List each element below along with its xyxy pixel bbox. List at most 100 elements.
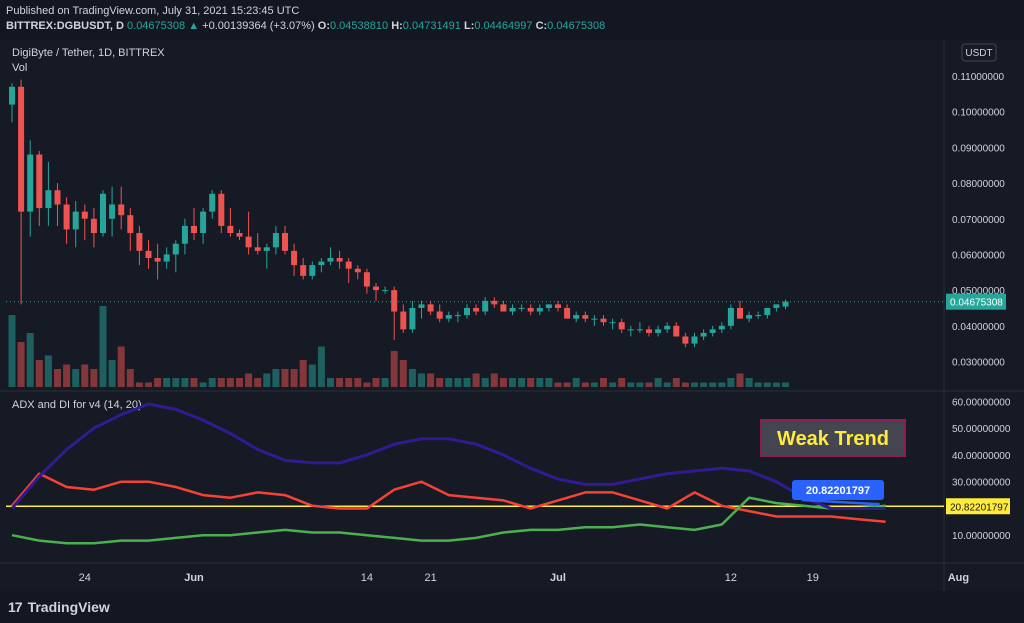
candle-body (664, 325, 671, 330)
change-value: +0.00139364 (+3.07%) (202, 20, 315, 32)
candle-body (409, 307, 416, 330)
volume-bar (782, 382, 789, 387)
candle-body (436, 311, 443, 319)
candle-body (445, 315, 452, 319)
candle-body (536, 307, 543, 312)
open-label: O: (317, 20, 330, 32)
volume-bar (700, 382, 708, 387)
volume-bar (681, 382, 689, 387)
low-label: L: (463, 20, 475, 32)
adx-tick-label: 30.00000000 (952, 478, 1011, 489)
chart-header: Published on TradingView.com, July 31, 2… (6, 4, 605, 34)
di-minus-line (11, 472, 886, 524)
candle-body (773, 304, 780, 308)
volume-bar (354, 378, 362, 387)
volume-bar (290, 369, 298, 387)
candle-body (145, 250, 152, 258)
adx-tick-label: 40.00000000 (952, 451, 1011, 462)
candle-body (218, 193, 225, 226)
volume-bar (135, 382, 143, 387)
up-arrow-icon: ▲ (188, 20, 200, 32)
volume-bar (181, 378, 189, 387)
price-tick-label: 0.10000000 (952, 108, 1005, 119)
volume-bar (345, 378, 353, 387)
candle-body (254, 247, 261, 251)
price-tick-label: 0.11000000 (952, 72, 1005, 83)
volume-bar (590, 382, 598, 387)
volume-bar (408, 369, 416, 387)
candle-body (263, 247, 270, 251)
candle-body (564, 307, 571, 319)
candle-body (454, 315, 461, 317)
volume-bar (536, 378, 544, 387)
candle-body (127, 215, 134, 234)
candle-body (354, 268, 361, 273)
volume-bar (563, 382, 571, 387)
candle-body (36, 154, 43, 209)
volume-bar (527, 378, 535, 387)
candle-body (418, 304, 425, 308)
candle-body (673, 325, 680, 337)
close-label: C: (535, 20, 548, 32)
candle-body (282, 233, 288, 251)
volume-bar (336, 378, 344, 387)
candle-body (518, 307, 525, 309)
candle-body (191, 225, 197, 234)
symbol-label: BITTREX:DGBUSDT, D (6, 20, 124, 32)
candle-body (54, 190, 61, 205)
candle-body (9, 86, 15, 105)
candle-body (109, 204, 116, 219)
ohlc-line: BITTREX:DGBUSDT, D 0.04675308 ▲ +0.00139… (6, 19, 605, 34)
candle-body (300, 265, 307, 276)
volume-bar (772, 382, 780, 387)
candle-body (345, 261, 352, 269)
candle-body (309, 265, 316, 276)
close-value: 0.04675308 (547, 20, 606, 32)
volume-bar (126, 369, 134, 387)
candle-body (545, 304, 552, 308)
candle-body (163, 254, 170, 262)
candle-body (782, 301, 789, 307)
time-tick-label: 14 (361, 572, 373, 584)
weak-trend-box (760, 419, 906, 457)
candle-body (627, 329, 634, 331)
candle-body (209, 193, 216, 212)
volume-bar (581, 382, 589, 387)
volume-bar (645, 382, 653, 387)
threshold-axis-label: 20.82201797 (950, 502, 1009, 513)
footer-brand-label: TradingView (27, 599, 110, 615)
candle-body (100, 193, 106, 234)
candle-body (464, 307, 470, 316)
candle-body (327, 258, 334, 262)
volume-bar (99, 306, 107, 387)
volume-bar (281, 369, 289, 387)
volume-bar (727, 378, 735, 387)
candle-body (236, 233, 243, 237)
candle-body (691, 336, 698, 344)
candle-body (172, 243, 179, 255)
indicator-title: ADX and DI for v4 (14, 20) (12, 399, 142, 411)
candle-body (582, 315, 589, 319)
volume-bar (226, 378, 234, 387)
chart-canvas[interactable]: DigiByte / Tether, 1D, BITTREX Vol ADX a… (0, 40, 1024, 591)
price-tick-label: 0.04000000 (952, 322, 1005, 333)
time-tick-label: 19 (807, 572, 819, 584)
volume-bar (454, 378, 462, 387)
candle-body (746, 315, 753, 319)
chart-area[interactable]: DigiByte / Tether, 1D, BITTREX Vol ADX a… (0, 40, 1024, 591)
volume-bar (600, 378, 607, 387)
pane-title: DigiByte / Tether, 1D, BITTREX (12, 47, 165, 59)
time-tick-label: Jul (550, 572, 566, 584)
volume-bar (691, 382, 698, 387)
volume-bar (745, 378, 753, 387)
candle-body (600, 318, 607, 323)
currency-label: USDT (965, 48, 992, 59)
candle-body (27, 154, 34, 212)
candle-body (573, 315, 580, 319)
volume-bar (618, 378, 626, 387)
volume-bar (245, 373, 253, 387)
volume-bar (709, 382, 717, 387)
candle-body (181, 225, 188, 244)
currency-button[interactable]: USDT (961, 43, 997, 62)
volume-bar (308, 364, 316, 387)
